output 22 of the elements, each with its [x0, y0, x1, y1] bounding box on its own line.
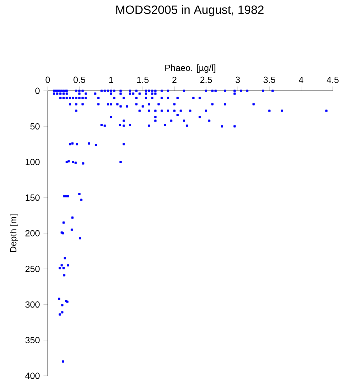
x-tick-label: 4.5: [326, 76, 339, 84]
y-tick-label: 200: [26, 230, 40, 237]
x-tick-label: 0.5: [74, 76, 86, 84]
y-axis-title: Depth [m]: [10, 214, 18, 252]
x-tick-label: 3.5: [264, 76, 276, 84]
y-tick-label: 150: [26, 194, 40, 202]
x-tick-label: 3: [236, 76, 240, 84]
x-tick-label: 1.5: [137, 76, 149, 84]
x-tick-label: 4: [299, 77, 304, 84]
x-axis-title: Phaeo. [µg/l]: [166, 64, 216, 74]
x-tick-label: 0: [46, 76, 50, 84]
x-tick-label: 1: [110, 77, 114, 84]
y-tick-label: 350: [26, 337, 40, 344]
y-tick-label: 400: [25, 372, 40, 380]
y-tick-label: 250: [26, 266, 40, 272]
x-tick-label: 2: [172, 76, 177, 84]
y-tick-label: 300: [26, 302, 40, 308]
x-tick-label: 2.5: [200, 76, 212, 84]
y-tick-label: 50: [30, 123, 40, 130]
y-tick-label: 0: [36, 88, 40, 94]
y-tick-label: 100: [26, 159, 40, 166]
chart-title: MODS2005 in August, 1982: [116, 5, 264, 17]
